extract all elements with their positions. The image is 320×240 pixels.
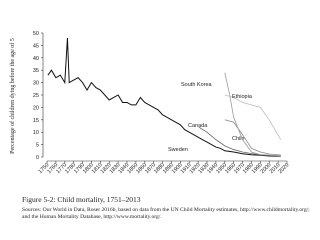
- x-tick-label: 2020: [278, 162, 291, 175]
- page: Percentage of children dying before the …: [9, 31, 310, 220]
- caption: Figure 5-2: Child mortality, 1751–2013: [22, 195, 141, 204]
- series-line: [198, 126, 281, 157]
- y-tick-label: 25: [33, 93, 39, 99]
- chart: Percentage of children dying before the …: [9, 31, 291, 175]
- series-label: Ethiopia: [232, 94, 253, 100]
- sources: Sources: Our World in Data, Roser 2016b,…: [22, 207, 310, 220]
- series-label: South Korea: [181, 82, 213, 88]
- y-tick-label: 40: [33, 56, 39, 62]
- y-tick-label: 5: [36, 143, 39, 149]
- y-tick-label: 30: [33, 81, 39, 87]
- series-label: Canada: [188, 123, 208, 129]
- y-tick-label: 10: [33, 130, 39, 136]
- series-line: [224, 94, 282, 140]
- series-line: [224, 72, 281, 157]
- series-line: [47, 37, 281, 157]
- y-tick-label: 45: [33, 43, 39, 49]
- series-label: Sweden: [168, 147, 188, 153]
- y-tick-label: 20: [33, 105, 39, 111]
- y-tick-label: 35: [33, 68, 39, 74]
- y-tick-label: 0: [36, 155, 39, 161]
- series-label: Chile: [232, 136, 245, 142]
- y-tick-label: 50: [33, 31, 39, 37]
- y-tick-label: 15: [33, 118, 39, 124]
- series-line: [224, 119, 281, 156]
- y-axis-label: Percentage of children dying before the …: [9, 38, 16, 154]
